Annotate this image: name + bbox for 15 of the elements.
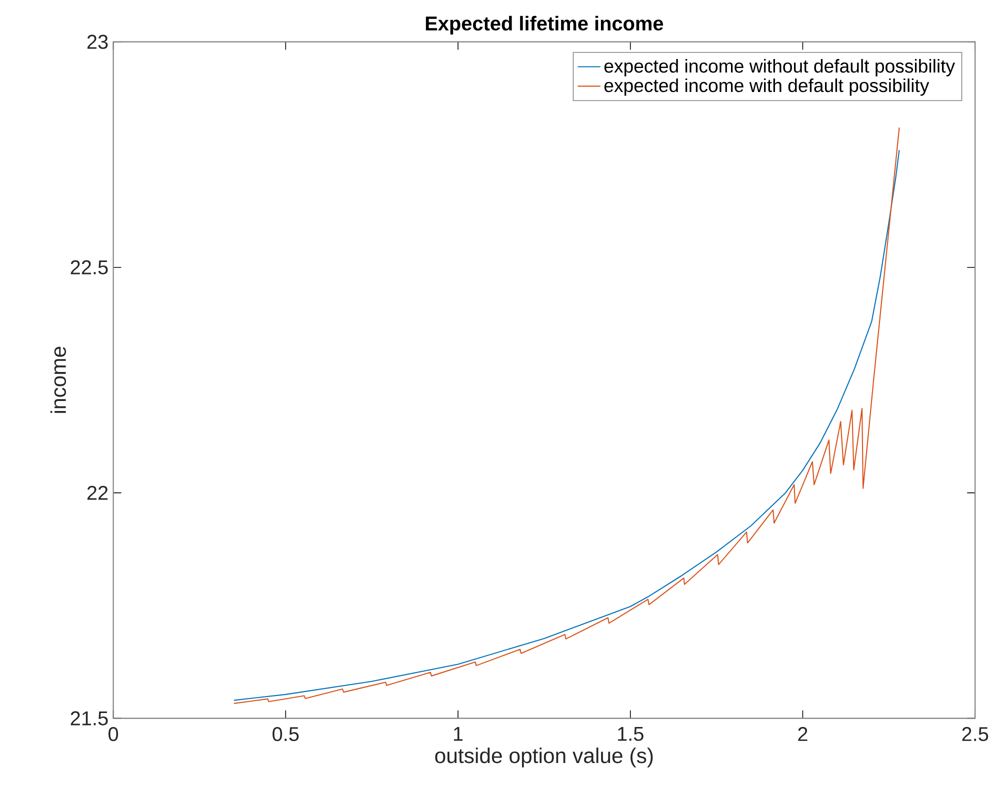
x-axis-title: outside option value (s) [435, 748, 653, 768]
legend-label: expected income with default possibility [604, 78, 930, 96]
x-tick-label: 0.5 [272, 727, 299, 742]
x-tick-label: 1 [454, 727, 463, 741]
x-tick-label: 1.5 [618, 727, 644, 741]
y-axis-title: income [50, 346, 66, 413]
y-tick-label: 22.5 [70, 260, 108, 274]
x-tick-label: 2.5 [962, 727, 988, 742]
y-tick-label: 23 [87, 34, 108, 49]
chart-title: Expected lifetime income [426, 16, 664, 34]
x-tick-label: 0 [108, 727, 118, 742]
y-tick-label: 21.5 [70, 711, 108, 726]
x-tick-label: 2 [798, 727, 808, 741]
legend-label: expected income without default possibility [604, 59, 956, 76]
y-tick-label: 22 [87, 486, 108, 500]
